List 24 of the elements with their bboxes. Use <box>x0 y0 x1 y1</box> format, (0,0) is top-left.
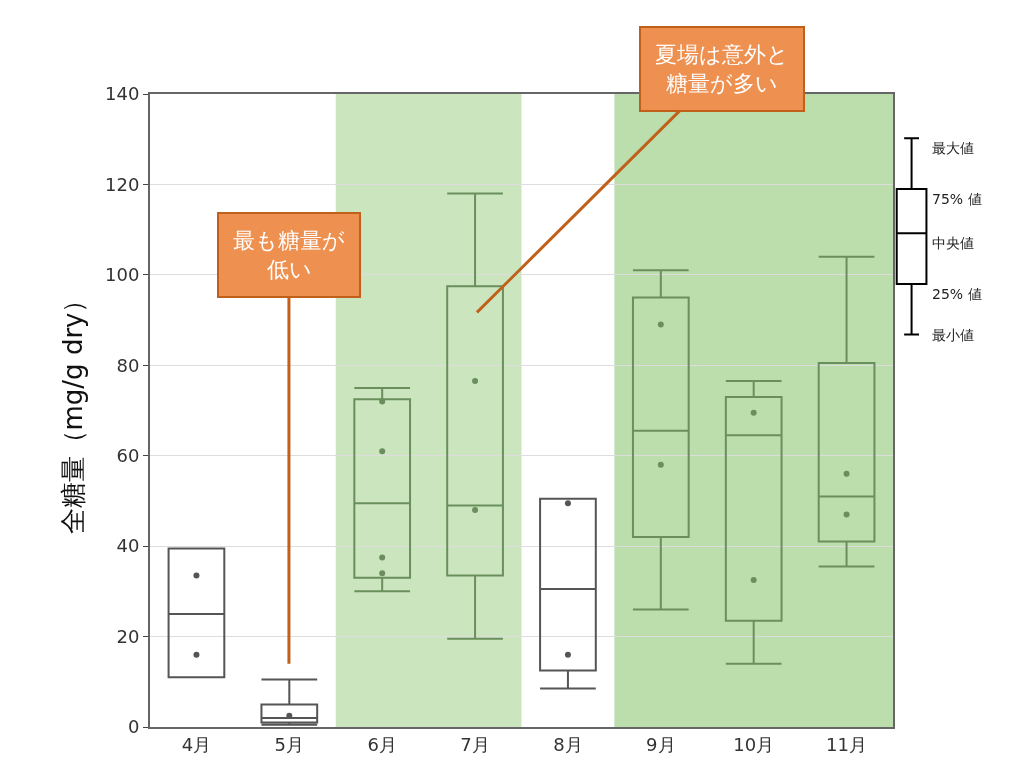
x-tick-label: 8月 <box>553 733 583 755</box>
text: 最小値 <box>932 327 974 343</box>
text: 中央値 <box>932 235 974 251</box>
annotation: 最も糖量が低い <box>233 228 345 282</box>
y-tick-label: 140 <box>105 83 140 105</box>
y-tick-label: 100 <box>105 264 140 286</box>
annotation: 夏場は意外と糖量が多い <box>655 42 789 96</box>
x-tick-label: 11月 <box>826 733 868 755</box>
y-tick-label: 40 <box>116 535 140 557</box>
x-tick-label: 5月 <box>274 733 305 755</box>
x-tick-label: 7月 <box>460 733 490 755</box>
y-axis-title: 全糖量（mg/g dry） <box>57 286 88 535</box>
text: 75% 値 <box>932 191 982 207</box>
y-tick-label: 60 <box>116 445 140 467</box>
x-tick-label: 4月 <box>181 733 212 755</box>
x-tick-label: 9月 <box>646 733 676 755</box>
y-tick-label: 20 <box>116 625 140 647</box>
x-tick-label: 6月 <box>367 733 397 755</box>
y-tick-label: 80 <box>116 354 140 376</box>
y-tick-label: 0 <box>127 716 140 738</box>
text: 最大値 <box>932 140 974 156</box>
text: 25% 値 <box>932 286 982 302</box>
x-tick-label: 10月 <box>733 733 775 755</box>
y-tick-label: 120 <box>105 173 140 195</box>
